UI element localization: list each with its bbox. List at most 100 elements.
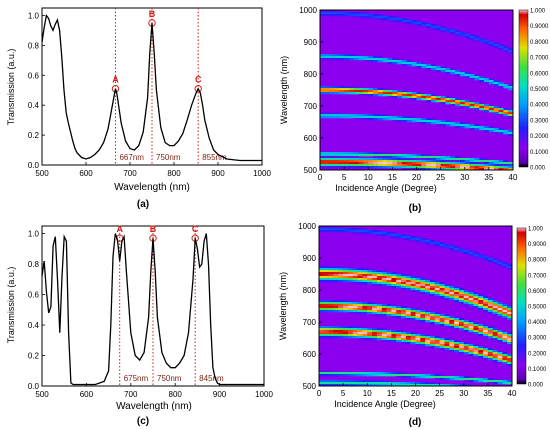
panel-d-heatmap-cell xyxy=(478,354,484,357)
panel-b-heatmap-cell xyxy=(334,152,340,155)
panel-d-heatmap-cell xyxy=(338,332,344,335)
panel-d-heatmap-cell xyxy=(319,326,325,329)
panel-b-xtick-label: 0 xyxy=(318,173,323,182)
panel-d-heatmap-cell xyxy=(405,274,411,277)
panel-b-heatmap-cell xyxy=(450,72,456,75)
panel-d-heatmap-cell xyxy=(372,338,378,341)
panel-d-heatmap-cell xyxy=(396,314,402,317)
panel-b-heatmap-cell xyxy=(344,154,350,157)
panel-d-heatmap-cell xyxy=(362,326,368,329)
panel-d-heatmap-cell xyxy=(454,342,460,345)
panel-d-heatmap-cell xyxy=(487,352,494,355)
panel-b-heatmap-cell xyxy=(368,58,374,61)
panel-d-heatmap-cell xyxy=(328,326,334,329)
panel-b-ytick-label: 900 xyxy=(304,38,318,47)
panel-b-heatmap-cell xyxy=(430,162,437,165)
panel-b-heatmap-cell xyxy=(484,168,490,171)
panel-b-heatmap-cell xyxy=(435,120,441,123)
panel-b-heatmap-cell xyxy=(387,92,393,95)
panel-d-heatmap-cell xyxy=(410,236,416,239)
panel-b-heatmap-cell xyxy=(348,164,355,167)
panel-b-heatmap-cell xyxy=(421,96,427,99)
panel-b-heatmap-cell xyxy=(363,92,369,95)
panel-d-heatmap-cell xyxy=(478,306,484,309)
panel-b-heatmap-cell xyxy=(392,158,398,161)
panel-d-heatmap-cell xyxy=(319,304,325,307)
panel-b-heatmap-cell xyxy=(382,164,388,167)
panel-d-heatmap-cell xyxy=(323,310,329,313)
panel-d-heatmap-cell xyxy=(497,310,503,313)
panel-d-heatmap-cell xyxy=(372,280,378,283)
panel-b-heatmap-cell xyxy=(469,102,475,105)
panel-b-heatmap-cell xyxy=(488,106,495,109)
panel-d-heatmap-cell xyxy=(463,298,469,301)
panel-d-heatmap-cell xyxy=(352,276,358,279)
panel-b-heatmap-cell xyxy=(464,160,470,163)
panel-d-heatmap-cell xyxy=(420,310,426,313)
panel-d-heatmap-cell xyxy=(352,380,358,383)
panel-d-heatmap-cell xyxy=(381,328,387,331)
panel-b-heatmap-cell xyxy=(459,104,466,107)
panel-d-heatmap-cell xyxy=(343,228,349,231)
panel-d-heatmap-cell xyxy=(376,234,383,237)
panel-d-heatmap-cell xyxy=(367,372,373,375)
panel-d-heatmap-cell xyxy=(454,378,460,381)
panel-b-colorbar-tick-label: 0.9000 xyxy=(530,24,549,30)
panel-b-heatmap-cell xyxy=(445,124,451,127)
panel-d-heatmap-cell xyxy=(333,272,339,275)
panel-a-caption: (a) xyxy=(137,199,149,210)
panel-b-heatmap-cell xyxy=(397,154,403,157)
panel-b-heatmap-cell xyxy=(459,162,466,165)
panel-d-heatmap-cell xyxy=(458,250,465,253)
panel-d-heatmap-cell xyxy=(328,276,334,279)
panel-d-heatmap-cell xyxy=(487,300,494,303)
panel-b-heatmap-cell xyxy=(377,92,384,95)
panel-b-heatmap-cell xyxy=(464,124,470,127)
panel-d-heatmap-cell xyxy=(367,312,373,315)
panel-d-heatmap-cell xyxy=(444,318,450,321)
panel-b-heatmap-cell xyxy=(406,22,412,25)
panel-b-heatmap-cell xyxy=(339,92,345,95)
panel-d-heatmap-cell xyxy=(319,300,325,303)
panel-d-heatmap-cell xyxy=(401,234,407,237)
panel-b-heatmap-cell xyxy=(459,74,466,77)
panel-b-heatmap-cell xyxy=(416,20,422,23)
panel-d-heatmap-cell xyxy=(487,312,494,315)
panel-d-heatmap-cell xyxy=(439,294,445,297)
panel-b-heatmap-cell xyxy=(334,54,340,57)
panel-b-heatmap-cell xyxy=(377,94,384,97)
panel-b-heatmap-cell xyxy=(426,64,432,67)
panel-b-heatmap-cell xyxy=(373,160,379,163)
panel-d-heatmap-cell xyxy=(338,374,344,377)
panel-d-heatmap-cell xyxy=(391,314,397,317)
panel-b-heatmap-cell xyxy=(397,118,403,121)
panel-d-heatmap-cell xyxy=(386,232,392,235)
panel-b-heatmap-cell xyxy=(440,28,446,31)
panel-d-heatmap-cell xyxy=(347,334,354,337)
panel-d-heatmap-cell xyxy=(372,270,378,273)
panel-b-heatmap-cell xyxy=(368,152,374,155)
panel-b-heatmap-cell xyxy=(387,58,393,61)
panel-d-heatmap-cell xyxy=(333,226,339,229)
panel-b-heatmap-cell xyxy=(363,118,369,121)
panel-d-heatmap-cell xyxy=(319,270,325,273)
panel-d-heatmap-cell xyxy=(434,288,440,291)
panel-b-heatmap-cell xyxy=(382,92,388,95)
panel-b-heatmap-cell xyxy=(416,162,422,165)
panel-d-colorbar-tick-label: 0.8000 xyxy=(528,258,547,264)
panel-d-heatmap-cell xyxy=(473,292,479,295)
panel-b-heatmap-cell xyxy=(426,166,432,169)
panel-d-heatmap-cell xyxy=(347,306,354,309)
panel-b-heatmap-cell xyxy=(469,166,475,169)
panel-d-heatmap-cell xyxy=(468,324,474,327)
panel-d-heatmap-cell xyxy=(333,276,339,279)
panel-d-heatmap-cell xyxy=(396,338,402,341)
panel-d-heatmap-cell xyxy=(376,230,383,233)
panel-d-heatmap-cell xyxy=(362,274,368,277)
panel-b-heatmap-cell xyxy=(445,100,451,103)
panel-d-heatmap-cell xyxy=(487,332,494,335)
panel-b-heatmap-cell xyxy=(464,126,470,129)
panel-d-heatmap-cell xyxy=(439,348,445,351)
panel-d-heatmap-cell xyxy=(396,330,402,333)
panel-d-heatmap-cell xyxy=(415,312,421,315)
